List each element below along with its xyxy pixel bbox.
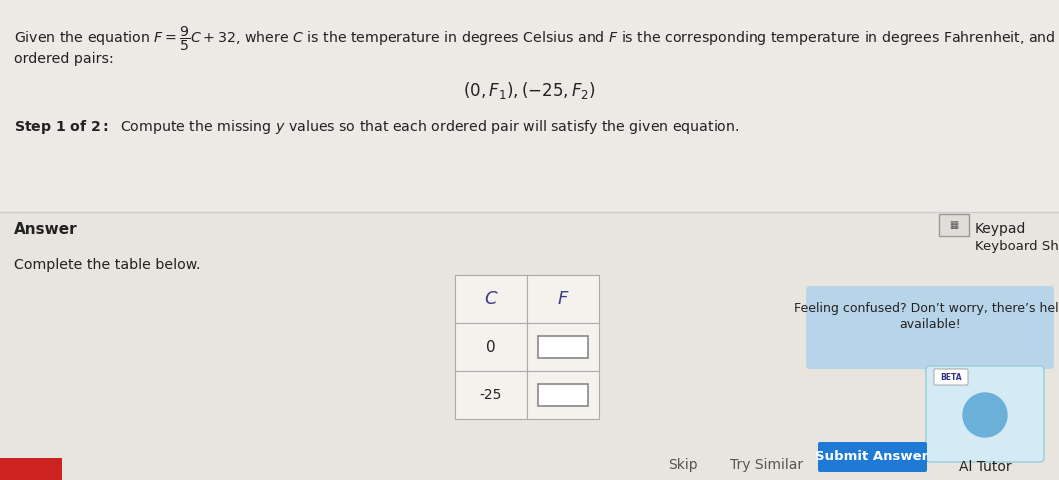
Text: $F$: $F$ bbox=[557, 290, 570, 308]
FancyBboxPatch shape bbox=[455, 371, 527, 419]
Text: Submit Answer: Submit Answer bbox=[815, 451, 929, 464]
Text: -25: -25 bbox=[480, 388, 502, 402]
FancyBboxPatch shape bbox=[939, 214, 969, 236]
FancyBboxPatch shape bbox=[527, 323, 599, 371]
Text: $(0, F_1), (-25, F_2)$: $(0, F_1), (-25, F_2)$ bbox=[463, 80, 595, 101]
FancyBboxPatch shape bbox=[0, 0, 1059, 212]
FancyBboxPatch shape bbox=[527, 371, 599, 419]
Circle shape bbox=[963, 393, 1007, 437]
Text: Try Similar: Try Similar bbox=[730, 458, 803, 472]
Text: Feeling confused? Don’t worry, there’s help: Feeling confused? Don’t worry, there’s h… bbox=[794, 302, 1059, 315]
FancyBboxPatch shape bbox=[926, 366, 1044, 462]
Text: Answer: Answer bbox=[14, 222, 77, 237]
FancyBboxPatch shape bbox=[0, 212, 1059, 480]
Text: $C$: $C$ bbox=[484, 290, 498, 308]
FancyBboxPatch shape bbox=[455, 275, 527, 323]
Text: Al Tutor: Al Tutor bbox=[958, 460, 1011, 474]
Text: ordered pairs:: ordered pairs: bbox=[14, 52, 113, 66]
Text: $\mathbf{Step\ 1\ of\ 2:}$  Compute the missing $y$ values so that each ordered : $\mathbf{Step\ 1\ of\ 2:}$ Compute the m… bbox=[14, 118, 739, 136]
FancyBboxPatch shape bbox=[934, 369, 968, 385]
Text: available!: available! bbox=[899, 318, 961, 331]
Text: Keypad: Keypad bbox=[975, 222, 1026, 236]
FancyBboxPatch shape bbox=[538, 384, 588, 406]
Circle shape bbox=[955, 385, 1015, 445]
FancyBboxPatch shape bbox=[0, 458, 62, 480]
FancyBboxPatch shape bbox=[818, 442, 927, 472]
FancyBboxPatch shape bbox=[527, 275, 599, 323]
Text: BETA: BETA bbox=[940, 372, 962, 382]
Polygon shape bbox=[922, 365, 938, 379]
Text: ▦: ▦ bbox=[949, 220, 958, 230]
FancyBboxPatch shape bbox=[538, 336, 588, 358]
Text: 0: 0 bbox=[486, 339, 496, 355]
Text: Keyboard Shortcuts: Keyboard Shortcuts bbox=[975, 240, 1059, 253]
Text: Complete the table below.: Complete the table below. bbox=[14, 258, 200, 272]
Text: Given the equation $F = \dfrac{9}{5}C + 32$, where $C$ is the temperature in deg: Given the equation $F = \dfrac{9}{5}C + … bbox=[14, 25, 1059, 53]
FancyBboxPatch shape bbox=[455, 323, 527, 371]
Text: Skip: Skip bbox=[668, 458, 698, 472]
FancyBboxPatch shape bbox=[806, 286, 1054, 369]
